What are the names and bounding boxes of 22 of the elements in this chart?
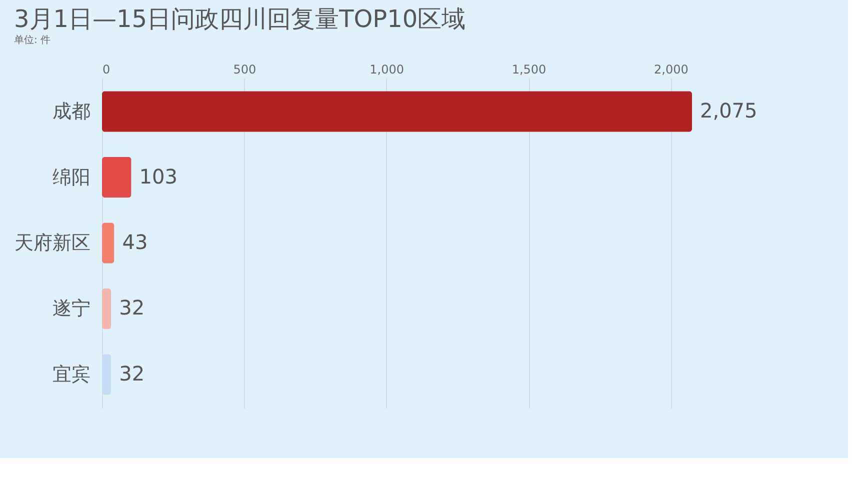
y-tick-label: 绵阳 bbox=[52, 166, 90, 188]
data-label: 103 bbox=[139, 164, 178, 188]
data-label: 32 bbox=[119, 361, 145, 386]
x-tick-label: 2,000 bbox=[654, 62, 688, 76]
bar bbox=[102, 222, 114, 264]
y-tick-label: 遂宁 bbox=[52, 298, 90, 320]
bar bbox=[102, 91, 692, 132]
bar bbox=[102, 354, 112, 395]
y-tick-label: 宜宾 bbox=[52, 363, 90, 386]
x-tick-label: 1,500 bbox=[512, 62, 546, 76]
y-tick-label: 成都 bbox=[52, 100, 90, 123]
bar bbox=[102, 156, 132, 198]
x-tick-label: 0 bbox=[102, 62, 110, 76]
data-label: 43 bbox=[122, 230, 148, 254]
data-label: 2,075 bbox=[700, 98, 758, 123]
chart-title: 3月1日—15日问政四川回复量TOP10区域 bbox=[14, 5, 466, 33]
x-tick-label: 500 bbox=[233, 62, 256, 76]
x-tick-label: 1,000 bbox=[370, 62, 404, 76]
chart-subtitle: 单位: 件 bbox=[14, 34, 51, 46]
y-tick-label: 天府新区 bbox=[14, 232, 90, 254]
bar bbox=[102, 288, 112, 330]
data-label: 32 bbox=[119, 296, 145, 320]
